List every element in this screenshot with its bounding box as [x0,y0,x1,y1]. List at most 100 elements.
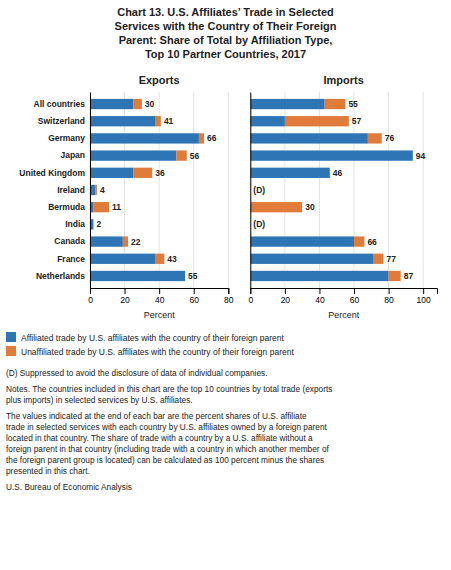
y-tick-label: Netherlands [36,271,85,281]
data-label: 66 [367,237,377,247]
x-tick-label: 20 [281,295,291,305]
bars [90,99,204,281]
y-tick: All countries [34,99,86,109]
data-labels: 30416656364112224355 [96,99,216,281]
bar [250,168,330,178]
bar [93,202,109,212]
note-line: U.S. Bureau of Economic Analysis [6,482,132,492]
bar [90,236,123,246]
data-label: 41 [164,116,174,126]
bar [368,133,382,143]
legend: Affiliated trade by U.S. affiliates with… [6,332,294,357]
y-axis-line [90,93,91,289]
bar [373,254,383,264]
title-line: Top 10 Partner Countries, 2017 [145,48,306,60]
grid-line [228,92,229,288]
x-tick-label: 80 [384,295,394,305]
note: The values indicated at the end of each … [6,411,330,476]
y-axis [250,93,251,289]
note-line: The values indicated at the end of each … [6,411,307,421]
bar [250,254,373,264]
data-label: 2 [96,219,101,229]
data-labels: 5557769446(D)30(D)667787 [253,99,425,281]
note: Notes. The countries included in this ch… [6,384,332,405]
note: (D) Suppressed to avoid the disclosure o… [6,368,268,378]
x-tick-label: 60 [350,295,360,305]
x-tick: 0 [248,288,253,305]
bar [250,150,412,160]
data-label: 77 [386,254,396,264]
panel: 020406080All countriesSwitzerlandGermany… [19,74,233,320]
bar [90,168,133,178]
bar [90,116,156,126]
data-label: 11 [112,202,121,212]
x-tick: 80 [384,288,394,305]
data-label: 4 [100,185,105,195]
legend-label: Affiliated trade by U.S. affiliates with… [21,333,284,343]
note-line: foreign parent in that country (includin… [6,444,330,454]
x-tick-mark [389,288,390,294]
x-tick-mark [90,288,91,294]
bar [90,150,176,160]
bar [250,236,354,246]
x-tick-label: 80 [224,295,234,305]
bars [250,99,412,281]
title: Chart 13. U.S. Affiliates’ Trade in Sele… [115,6,337,60]
data-label: 57 [352,116,362,126]
bar [90,99,133,109]
x-tick: 0 [88,288,93,305]
x-tick: 20 [281,288,291,305]
note-line: the foreign parent group is located) can… [6,455,324,465]
x-tick: 80 [224,288,234,305]
x-tick-mark [159,288,160,294]
x-tick-mark [285,288,286,294]
x-tick-mark [354,288,355,294]
y-axis-line [250,93,251,289]
y-tick: India [65,219,85,229]
data-label: 22 [131,237,141,247]
note-line: trade in selected services with each cou… [6,422,328,432]
data-label: 36 [155,168,165,178]
panel-title: Imports [323,74,363,86]
legend-swatch [6,346,16,356]
grid-line [423,92,424,288]
data-label: 66 [207,133,217,143]
x-tick-label: 0 [88,295,93,305]
grid [250,92,423,288]
x-axis: 020406080100 [248,288,437,305]
x-tick-mark [125,288,126,294]
data-label: 43 [167,254,177,264]
x-tick-label: 0 [248,295,253,305]
data-label: 55 [188,271,198,281]
y-tick: Canada [54,236,85,246]
title-line: Parent: Share of Total by Affiliation Ty… [119,34,333,46]
y-tick-label: India [65,219,85,229]
x-axis: 0 20 40 60 80 [88,288,234,305]
data-label: 87 [404,271,414,281]
note-line: plus imports) in selected services by U.… [6,395,193,405]
bar [329,168,330,178]
y-tick: Bermuda [48,202,85,212]
bar [176,150,186,160]
x-axis-line [251,289,438,295]
x-tick-label: 20 [120,295,130,305]
bar [412,150,413,160]
panel: 020406080100ImportsPercent5557769446(D)3… [248,74,437,320]
data-label: 46 [333,168,343,178]
grid [90,92,228,288]
data-label: 30 [145,99,155,109]
x-axis-line [91,289,229,295]
bar [133,99,142,109]
data-label: 76 [385,133,395,143]
y-tick-label: Ireland [57,185,85,195]
bar [156,116,161,126]
x-tick: 40 [155,288,165,305]
note-line: (D) Suppressed to avoid the disclosure o… [6,368,268,378]
legend-swatch [6,332,16,342]
x-axis-title: Percent [328,310,360,320]
x-tick-label: 40 [155,295,165,305]
bar [93,219,94,229]
x-tick: 60 [189,288,199,305]
note-line: presented in this chart. [6,466,90,476]
y-tick: Switzerland [38,116,85,126]
